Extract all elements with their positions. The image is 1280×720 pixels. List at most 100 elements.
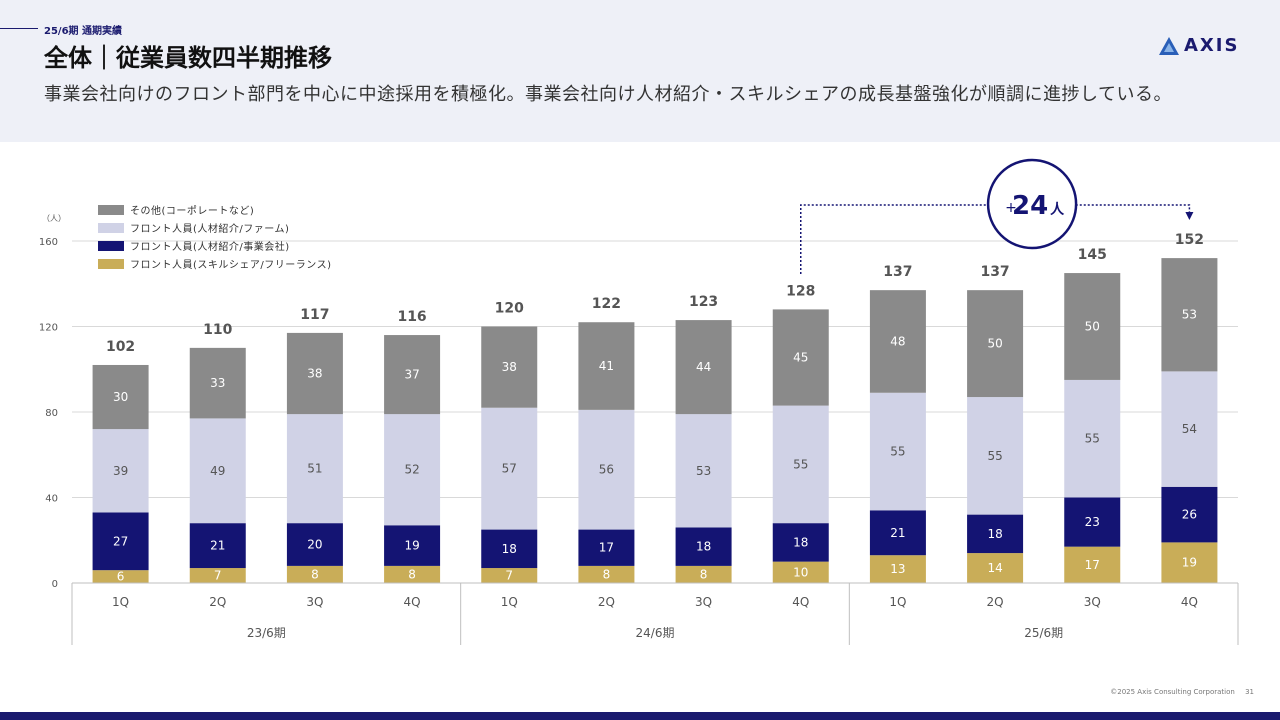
axis-logo: AXIS — [1158, 35, 1239, 56]
data-label: 6 — [117, 570, 125, 584]
bar-segment — [189, 347, 246, 419]
y-tick-label: 120 — [39, 323, 58, 334]
page-title: 全体｜従業員数四半期推移 — [44, 44, 332, 72]
bar-segment — [384, 335, 441, 415]
bar-segment — [967, 290, 1024, 398]
legend-entry: フロント人員(人材紹介/ファーム) — [130, 222, 289, 235]
bar-segment — [967, 397, 1024, 515]
bar-segment — [1161, 542, 1218, 583]
bar-segment — [578, 322, 635, 410]
total-label: 120 — [495, 301, 524, 317]
annotation-number: 24 — [1012, 191, 1048, 221]
bar-segment — [675, 565, 732, 583]
bar-segment — [286, 565, 343, 583]
bar-segment — [286, 332, 343, 415]
data-label: 57 — [502, 462, 517, 476]
axis-logo-icon — [1159, 36, 1179, 55]
bar-segment — [869, 392, 926, 511]
bar-segment — [772, 523, 829, 562]
bar-segment — [286, 523, 343, 566]
data-label: 18 — [502, 542, 517, 556]
data-label: 50 — [987, 337, 1002, 351]
total-label: 117 — [300, 307, 329, 323]
total-label: 110 — [203, 322, 232, 338]
data-label: 27 — [113, 534, 128, 548]
bar-segment — [1064, 273, 1121, 380]
data-label: 13 — [890, 562, 905, 576]
bar-segment — [92, 512, 149, 571]
annotation-suffix: 人 — [1050, 201, 1065, 218]
bar-segment — [481, 568, 538, 583]
data-label: 53 — [696, 464, 711, 478]
legend-entry: フロント人員(人材紹介/事業会社) — [130, 240, 290, 253]
x-tick-label: 3Q — [1084, 595, 1101, 609]
data-label: 45 — [793, 350, 808, 364]
data-label: 38 — [502, 360, 517, 374]
data-label: 8 — [700, 567, 708, 581]
bar-segment — [92, 364, 149, 430]
y-tick-label: 160 — [39, 237, 58, 248]
bar-segment — [384, 414, 441, 526]
group-label: 23/6期 — [247, 626, 286, 640]
x-tick-label: 1Q — [112, 595, 129, 609]
x-tick-label: 1Q — [889, 595, 906, 609]
header-band — [0, 0, 1280, 142]
axis-logo-text: AXIS — [1184, 35, 1240, 56]
data-label: 55 — [890, 445, 905, 459]
annotation-arrowhead — [1185, 212, 1194, 220]
data-label: 17 — [599, 541, 614, 555]
bar-segment — [675, 414, 732, 528]
bar-segment — [481, 529, 538, 569]
group-label: 25/6期 — [1024, 626, 1063, 640]
data-label: 21 — [210, 539, 225, 553]
bar-segment — [578, 529, 635, 566]
data-label: 52 — [404, 463, 419, 477]
data-label: 7 — [505, 569, 513, 583]
bar-segment — [675, 320, 732, 415]
section-rule — [0, 28, 38, 29]
legend-entry: フロント人員(スキルシェア/フリーランス) — [130, 259, 331, 271]
data-label: 55 — [793, 457, 808, 471]
data-label: 56 — [599, 463, 614, 477]
bar-segment — [1161, 258, 1218, 372]
section-tag: 25/6期 通期実績 — [44, 26, 123, 37]
data-label: 14 — [987, 561, 1002, 575]
copyright: ©2025 Axis Consulting Corporation — [1110, 688, 1235, 696]
data-label: 23 — [1085, 515, 1100, 529]
footer-note: ©2025 Axis Consulting Corporation 31 — [1110, 688, 1254, 696]
x-tick-label: 4Q — [404, 595, 421, 609]
bar-segment — [1064, 546, 1121, 583]
bar-segment — [1161, 371, 1218, 487]
data-label: 53 — [1182, 308, 1197, 322]
x-tick-label: 3Q — [695, 595, 712, 609]
bar-segment — [384, 565, 441, 583]
bar-segment — [1064, 379, 1121, 498]
data-label: 51 — [307, 462, 322, 476]
bar-segment — [1064, 497, 1121, 547]
bar-segment — [92, 429, 149, 513]
bar-segment — [869, 290, 926, 393]
data-label: 49 — [210, 464, 225, 478]
data-label: 8 — [408, 567, 416, 581]
y-tick-label: 40 — [45, 494, 58, 505]
data-label: 18 — [696, 540, 711, 554]
group-label: 24/6期 — [636, 626, 675, 640]
bar-segment — [869, 510, 926, 556]
data-label: 10 — [793, 565, 808, 579]
legend-swatch — [98, 241, 124, 251]
y-unit-label: （人） — [42, 214, 66, 223]
x-tick-label: 2Q — [987, 595, 1004, 609]
annotation-badge — [986, 158, 1078, 250]
y-tick-label: 0 — [52, 579, 58, 590]
legend-swatch — [98, 223, 124, 233]
data-label: 26 — [1182, 508, 1197, 522]
bar-segment — [481, 326, 538, 408]
total-label: 116 — [397, 309, 426, 325]
data-label: 37 — [404, 368, 419, 382]
data-label: 19 — [1182, 556, 1197, 570]
bar-segment — [384, 525, 441, 566]
bottom-bar — [0, 712, 1280, 720]
bar-segment — [967, 514, 1024, 554]
data-label: 8 — [311, 567, 319, 581]
annotation-prefix: + — [1005, 200, 1017, 216]
